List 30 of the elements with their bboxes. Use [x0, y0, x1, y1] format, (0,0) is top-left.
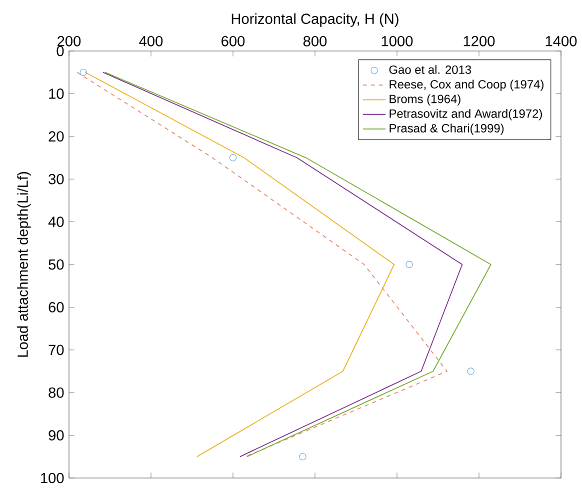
- legend-label: Petrasovitz and Award(1972): [390, 109, 542, 120]
- point: [406, 260, 413, 268]
- legend-label: Gao et al. 2013: [389, 65, 472, 74]
- y-tick-label: 70: [48, 344, 64, 356]
- x-tick-label: 600: [222, 36, 245, 46]
- y-tick-label: 90: [48, 430, 64, 440]
- legend-label: Prasad & Chari(1999): [390, 124, 504, 135]
- point: [299, 453, 306, 460]
- y-tick-label: 10: [49, 88, 64, 99]
- x-tick-label: 1200: [464, 36, 495, 46]
- y-tick-label: 0: [56, 46, 64, 56]
- point: [229, 154, 237, 162]
- x-tick-label: 1400: [546, 36, 577, 46]
- y-tick-label: 20: [48, 131, 64, 142]
- y-axis-title: Load attachment depth(Li/Lf): [17, 172, 31, 357]
- legend-label: Broms (1964): [390, 94, 460, 106]
- x-tick-label: 200: [58, 36, 81, 46]
- x-tick-label: 800: [303, 36, 327, 46]
- x-tick-label: 400: [139, 36, 163, 46]
- y-tick-label: 100: [41, 472, 64, 484]
- y-tick-label: 60: [48, 302, 64, 312]
- point: [467, 368, 474, 375]
- y-tick-label: 30: [48, 174, 64, 184]
- x-axis-title: Horizontal Capacity, H (N): [232, 13, 398, 27]
- y-tick-label: 40: [48, 216, 64, 227]
- y-tick-label: 80: [48, 387, 64, 398]
- legend-label: Reese, Cox and Coop (1974): [390, 80, 544, 91]
- point: [80, 68, 87, 76]
- y-tick-label: 50: [48, 259, 64, 270]
- x-tick-label: 1000: [382, 36, 413, 46]
